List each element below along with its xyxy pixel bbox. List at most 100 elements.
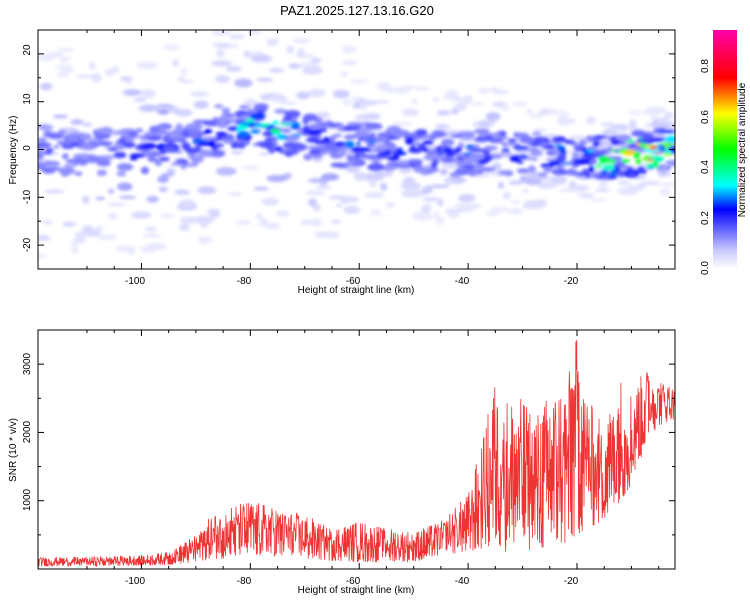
heatmap-blob	[450, 108, 460, 115]
heatmap-blob	[642, 180, 660, 186]
heatmap-blob	[501, 103, 510, 112]
heatmap-blob	[323, 231, 340, 239]
heatmap-blob	[429, 184, 450, 188]
colorbar-tick-label: 0.4	[700, 160, 711, 174]
heatmap-blob	[319, 150, 332, 155]
heatmap-blob	[501, 170, 509, 175]
heatmap-blob	[158, 143, 165, 148]
heatmap-blob	[146, 195, 159, 203]
heatmap-blob	[215, 131, 228, 137]
heatmap-blob	[284, 150, 294, 157]
heatmap-blob	[214, 137, 223, 141]
heatmap-blob	[457, 96, 473, 106]
heatmap-blob	[617, 180, 632, 186]
heatmap-blob	[53, 145, 60, 149]
heatmap-x-tick-label: -20	[564, 276, 579, 287]
heatmap-blob	[266, 174, 288, 183]
heatmap-blob	[368, 132, 376, 137]
heatmap-blob	[664, 135, 675, 143]
heatmap-blob	[75, 74, 95, 78]
heatmap-blob	[644, 148, 661, 153]
heatmap-blob	[138, 104, 159, 112]
heatmap-blob	[369, 209, 382, 216]
heatmap-blob	[353, 152, 362, 160]
heatmap-blob	[399, 166, 412, 174]
heatmap-blob	[157, 175, 169, 183]
heatmap-blob	[136, 61, 158, 69]
heatmap-blob	[658, 182, 675, 187]
heatmap-blob	[146, 135, 163, 142]
heatmap-blob	[485, 112, 501, 121]
heatmap-blob	[437, 152, 443, 156]
heatmap-blob	[333, 133, 342, 138]
heatmap-blob	[245, 118, 255, 123]
heatmap-blob	[636, 166, 646, 173]
heatmap-blob	[44, 160, 51, 166]
heatmap-blob	[302, 117, 309, 125]
heatmap-blob	[518, 154, 528, 159]
heatmap-blob	[631, 129, 647, 137]
heatmap-blob	[223, 138, 235, 144]
heatmap-blob	[497, 181, 505, 189]
heatmap-blob	[598, 180, 608, 189]
heatmap-blob	[39, 82, 53, 91]
heatmap-blob	[607, 175, 618, 180]
heatmap-blob	[342, 99, 351, 107]
heatmap-blob	[227, 192, 242, 197]
heatmap-blob	[350, 79, 369, 84]
heatmap-blob	[181, 79, 194, 83]
heatmap-blob	[197, 217, 211, 226]
heatmap-blob	[179, 223, 190, 232]
heatmap-blob	[571, 151, 578, 160]
heatmap-blob	[70, 247, 80, 254]
heatmap-blob	[269, 128, 280, 133]
heatmap-blob	[414, 86, 429, 91]
snr-x-tick-label: -60	[346, 576, 361, 587]
heatmap-blob	[432, 211, 440, 218]
heatmap-blob	[608, 149, 618, 152]
heatmap-blob	[115, 245, 136, 252]
heatmap-blob	[441, 138, 455, 146]
heatmap-blob	[38, 234, 51, 242]
heatmap-blob	[197, 186, 217, 195]
heatmap-blob	[615, 134, 632, 142]
heatmap-blob	[443, 146, 453, 152]
heatmap-blob	[412, 212, 433, 221]
heatmap-blob	[483, 145, 498, 151]
heatmap-blob	[354, 113, 373, 121]
heatmap-blob	[400, 181, 421, 190]
heatmap-blob	[479, 167, 496, 172]
heatmap-blob	[209, 209, 221, 219]
heatmap-blob	[49, 166, 62, 171]
heatmap-blob	[150, 151, 162, 157]
heatmap-blob	[465, 203, 482, 210]
heatmap-blob	[345, 160, 355, 165]
heatmap-blob	[394, 164, 413, 169]
heatmap-blob	[87, 228, 101, 237]
heatmap-blob	[422, 185, 434, 194]
snr-y-tick-label: 1000	[22, 488, 33, 511]
heatmap-blob	[488, 138, 504, 144]
heatmap-blob	[216, 48, 225, 58]
heatmap-blob	[559, 145, 564, 148]
heatmap-blob	[600, 122, 615, 127]
heatmap-blob	[516, 168, 531, 174]
heatmap-blob	[89, 62, 96, 70]
heatmap-blob	[517, 161, 524, 164]
heatmap-blob	[239, 105, 249, 109]
heatmap-blob	[353, 172, 368, 181]
heatmap-blob	[586, 149, 595, 153]
heatmap-blob	[346, 154, 355, 161]
heatmap-blob	[310, 57, 322, 64]
heatmap-blob	[447, 212, 460, 218]
heatmap-blob	[215, 75, 230, 84]
heatmap-blob	[532, 149, 543, 154]
heatmap-blob	[542, 145, 555, 149]
heatmap-blob	[38, 253, 47, 259]
heatmap-blob	[60, 142, 76, 147]
heatmap-blob	[173, 132, 182, 140]
heatmap-blob	[156, 103, 174, 109]
heatmap-blob	[358, 137, 363, 141]
heatmap-blob	[283, 141, 299, 149]
